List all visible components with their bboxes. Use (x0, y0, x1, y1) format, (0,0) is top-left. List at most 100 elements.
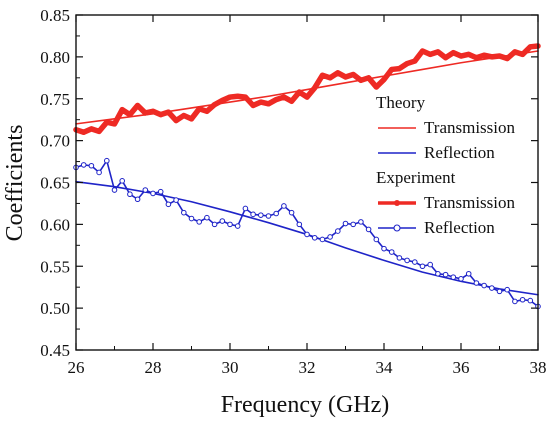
data-point-exp_reflection (134, 196, 141, 203)
data-point-exp_reflection (219, 218, 226, 224)
data-point-exp_transmission (358, 77, 364, 83)
data-point-exp_transmission (158, 112, 164, 118)
x-tick-label: 30 (222, 358, 239, 377)
data-point-exp_reflection (281, 203, 287, 209)
data-point-exp_reflection (119, 178, 125, 184)
data-point-exp_reflection (80, 162, 87, 168)
data-point-exp_reflection (311, 234, 318, 241)
data-point-exp_transmission (150, 108, 156, 114)
data-point-exp_reflection (204, 214, 210, 221)
data-point-exp_transmission (404, 60, 410, 67)
y-tick-label: 0.65 (40, 174, 70, 193)
data-point-exp_transmission (335, 70, 341, 76)
data-point-exp_transmission (366, 75, 372, 81)
data-point-exp_reflection (519, 296, 526, 303)
data-point-exp_transmission (165, 109, 171, 115)
axes-layer (75, 14, 539, 351)
legend-label-exp_reflection: Reflection (424, 218, 495, 237)
data-point-exp_transmission (443, 55, 449, 61)
data-point-exp_transmission (88, 126, 94, 132)
data-point-exp_transmission (327, 75, 333, 81)
legend-label-theory_reflection: Reflection (424, 143, 495, 162)
data-point-exp_reflection (396, 255, 403, 261)
data-point-exp_transmission (173, 117, 179, 124)
data-point-exp_reflection (188, 215, 195, 222)
data-point-exp_transmission (296, 89, 302, 95)
data-point-exp_reflection (150, 190, 156, 197)
data-point-exp_transmission (265, 101, 272, 107)
data-point-exp_transmission (104, 119, 110, 125)
data-point-exp_transmission (304, 94, 310, 100)
data-point-exp_transmission (135, 102, 141, 109)
data-point-exp_transmission (212, 102, 218, 108)
data-point-exp_transmission (142, 110, 148, 116)
data-point-exp_reflection (288, 209, 295, 216)
data-point-exp_transmission (281, 94, 287, 100)
legend-group-title: Theory (376, 93, 426, 112)
data-point-exp_reflection (504, 286, 511, 293)
data-point-exp_transmission (227, 94, 233, 100)
data-point-exp_transmission (235, 93, 241, 99)
data-point-exp_reflection (142, 187, 149, 193)
data-point-exp_reflection (412, 259, 418, 265)
data-point-exp_transmission (458, 53, 464, 59)
data-point-exp_transmission (427, 51, 433, 57)
legend-label-theory_transmission: Transmission (424, 118, 516, 137)
data-point-exp_transmission (450, 50, 456, 56)
plot-frame (75, 14, 539, 351)
y-tick-label: 0.75 (40, 90, 70, 109)
data-point-exp_transmission (412, 58, 418, 64)
data-point-exp_transmission (473, 55, 479, 61)
legend-group-title: Experiment (376, 168, 456, 187)
legend-label-exp_transmission: Transmission (424, 193, 516, 212)
data-point-exp_reflection (442, 271, 449, 278)
data-point-exp_reflection (458, 276, 464, 282)
y-tick-label: 0.45 (40, 341, 70, 360)
data-point-exp_reflection (427, 261, 434, 268)
data-point-exp_transmission (319, 72, 325, 78)
data-point-exp_transmission (196, 106, 202, 112)
data-point-exp_transmission (289, 98, 295, 104)
y-tick-label: 0.60 (40, 215, 70, 234)
data-point-exp_reflection (358, 219, 364, 225)
y-tick-label: 0.80 (40, 48, 70, 67)
x-tick-label: 36 (453, 358, 470, 377)
data-point-exp_reflection (365, 226, 372, 233)
data-point-exp_transmission (466, 51, 472, 57)
data-point-exp_reflection (419, 263, 426, 270)
data-point-exp_reflection (327, 234, 333, 240)
data-point-exp_transmission (242, 94, 248, 100)
data-point-exp_reflection (527, 297, 534, 304)
data-point-exp_reflection (265, 213, 272, 219)
data-point-exp_reflection (404, 257, 410, 264)
x-tick-label: 26 (68, 358, 85, 377)
data-point-exp_transmission (127, 112, 133, 118)
data-point-exp_reflection (258, 212, 264, 218)
ticks-layer: 26 28 30 32 34 36 38 0.45 0.50 0.55 0.60 0.65 0.70 0.… (40, 6, 546, 377)
data-point-exp_transmission (204, 108, 210, 114)
data-point-exp_reflection (127, 191, 133, 198)
data-point-exp_reflection (481, 282, 487, 289)
data-point-exp_transmission (381, 76, 387, 83)
plot-lines (73, 43, 541, 310)
y-tick-label: 0.70 (40, 132, 70, 151)
data-point-exp_transmission (273, 96, 279, 103)
data-point-exp_transmission (489, 54, 495, 60)
data-point-exp_transmission (250, 102, 256, 109)
data-point-exp_reflection (512, 298, 518, 305)
data-point-exp_reflection (111, 187, 118, 193)
data-point-exp_reflection (465, 270, 472, 277)
data-point-exp_reflection (157, 188, 164, 195)
data-point-exp_transmission (181, 112, 187, 119)
data-point-exp_transmission (81, 129, 87, 135)
data-point-exp_transmission (419, 48, 426, 54)
data-point-exp_reflection (296, 221, 303, 228)
legend: Theory Transmission Reflection Experiment Tr… (376, 93, 516, 237)
data-point-exp_reflection (450, 274, 457, 280)
data-point-exp_reflection (165, 201, 172, 208)
data-point-exp_transmission (258, 99, 264, 105)
y-axis-title: Coefficients (2, 125, 28, 242)
data-point-exp_reflection (319, 236, 326, 243)
data-point-exp_reflection (435, 270, 441, 277)
